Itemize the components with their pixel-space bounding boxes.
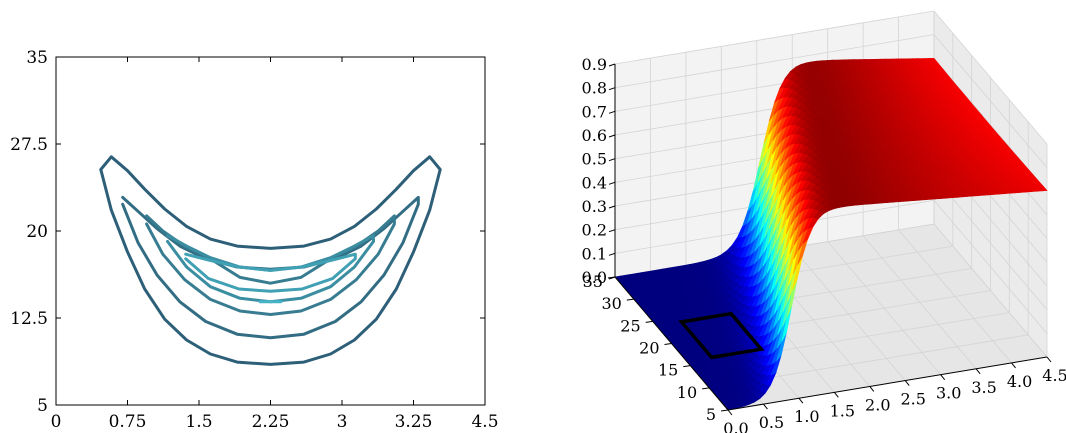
surface-chart: 0.0 0.5 1.0 1.5 2.0 2.5 3.0 3.5 4.0 4.5 5 10 15 20 25 3… — [582, 10, 1066, 433]
y-tick-label: 35 — [26, 48, 48, 68]
x-tick-label: 0.5 — [759, 413, 784, 432]
z-tick-mark — [608, 205, 616, 209]
x-tick-mark — [869, 386, 875, 392]
contour-level-5 — [184, 252, 357, 293]
z-tick-label: 0.3 — [582, 197, 607, 216]
y-tick-label: 10 — [677, 383, 697, 402]
z-tick-mark — [608, 229, 616, 233]
x-tick-label: 1.5 — [185, 412, 212, 432]
y-tick-mark — [683, 365, 691, 368]
contour-level-2 — [121, 195, 420, 340]
z-tick-label: 0.6 — [582, 126, 607, 145]
surface-highlight-box — [678, 311, 765, 360]
contour-ticks: 0 0.75 1.5 2.25 3 3.25 4.5 5 12.5 20 27.5 35 — [10, 48, 498, 432]
contour-chart: 0 0.75 1.5 2.25 3 3.25 4.5 5 12.5 20 27.5 35 — [10, 48, 498, 432]
x-tick-label: 4.5 — [471, 412, 498, 432]
x-tick-mark — [833, 392, 839, 398]
y-tick-label: 5 — [706, 405, 716, 424]
z-tick-label: 0.5 — [582, 150, 607, 169]
y-tick-label: 30 — [601, 294, 621, 313]
y-tick-mark — [702, 387, 710, 390]
y-tick-mark — [645, 320, 653, 323]
x-tick-label: 2.5 — [900, 390, 925, 409]
z-tick-label: 0.8 — [582, 79, 607, 98]
x-axis-line — [727, 356, 1048, 411]
y-tick-mark — [626, 298, 634, 301]
surface-mesh — [614, 57, 1048, 411]
contour-level-1 — [99, 155, 442, 366]
contour-levels — [99, 155, 442, 366]
z-tick-mark — [608, 252, 616, 256]
x-tick-mark — [763, 403, 768, 410]
x-tick-label: 3.0 — [936, 384, 961, 403]
y-tick-label: 5 — [37, 396, 48, 416]
x-tick-label: 1.5 — [830, 401, 855, 420]
z-tick-label: 0.7 — [582, 102, 607, 121]
x-tick-label: 0.75 — [109, 412, 147, 432]
x-tick-mark — [940, 374, 946, 380]
x-tick-label: 2.25 — [252, 412, 290, 432]
z-tick-mark — [608, 181, 616, 185]
surface-axes: 0.0 0.5 1.0 1.5 2.0 2.5 3.0 3.5 4.0 4.5 5 10 15 20 25 3… — [582, 55, 1066, 433]
x-tick-label: 0 — [51, 412, 62, 432]
surface-grid — [614, 10, 1048, 411]
z-tick-label: 0.0 — [582, 268, 607, 287]
grid-line — [614, 34, 935, 89]
x-tick-label: 4.0 — [1007, 372, 1032, 391]
highlight-box — [678, 311, 765, 360]
contour-plot-frame — [55, 56, 486, 406]
z-tick-mark — [608, 63, 616, 67]
x-tick-label: 1.0 — [794, 407, 819, 426]
y-tick-label: 20 — [639, 339, 659, 358]
x-tick-label: 2.0 — [865, 395, 890, 414]
y-tick-label: 12.5 — [10, 309, 48, 329]
z-tick-label: 0.1 — [582, 244, 607, 263]
y-tick-mark — [664, 343, 672, 345]
z-tick-mark — [608, 110, 616, 114]
x-tick-label: 3.5 — [971, 378, 996, 397]
y-tick-label: 20 — [26, 222, 48, 242]
z-tick-mark — [608, 134, 616, 138]
grid-line — [614, 10, 935, 65]
z-tick-label: 0.4 — [582, 173, 607, 192]
x-tick-label: 4.5 — [1042, 366, 1066, 385]
y-tick-label: 27.5 — [10, 135, 48, 155]
x-tick-mark — [1011, 362, 1016, 369]
z-tick-label: 0.9 — [582, 55, 607, 74]
z-tick-mark — [608, 87, 616, 91]
y-tick-label: 25 — [620, 316, 640, 335]
x-tick-mark — [798, 397, 804, 404]
z-tick-label: 0.2 — [582, 221, 607, 240]
x-tick-label: 3.25 — [395, 412, 433, 432]
x-tick-mark — [975, 368, 981, 375]
contour-level-3 — [145, 214, 396, 316]
x-tick-mark — [904, 380, 910, 386]
y-tick-label: 35 — [583, 272, 603, 291]
surface-patch — [1036, 184, 1048, 192]
z-tick-mark — [608, 158, 616, 162]
x-tick-mark — [727, 409, 733, 416]
z-tick-mark — [608, 276, 616, 280]
y-tick-label: 15 — [658, 361, 678, 380]
x-tick-label: 0.0 — [723, 419, 748, 433]
x-tick-label: 3 — [337, 412, 348, 432]
y-tick-mark — [720, 409, 729, 412]
x-tick-mark — [1046, 356, 1052, 363]
